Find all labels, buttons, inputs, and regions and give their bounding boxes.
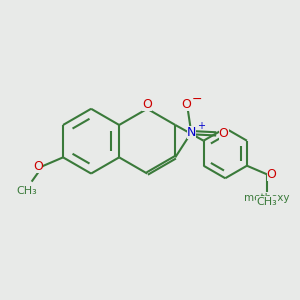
Text: O: O [142,98,152,111]
Text: +: + [197,121,205,131]
Text: N: N [187,126,196,139]
Text: O: O [267,168,277,181]
Text: O: O [181,98,191,111]
Text: CH₃: CH₃ [257,196,278,206]
Text: CH₃: CH₃ [17,186,38,196]
Text: O: O [33,160,43,172]
Text: −: − [192,93,202,106]
Text: methoxy: methoxy [244,193,290,203]
Text: O: O [219,128,229,140]
Text: methoxy: methoxy [269,197,275,199]
